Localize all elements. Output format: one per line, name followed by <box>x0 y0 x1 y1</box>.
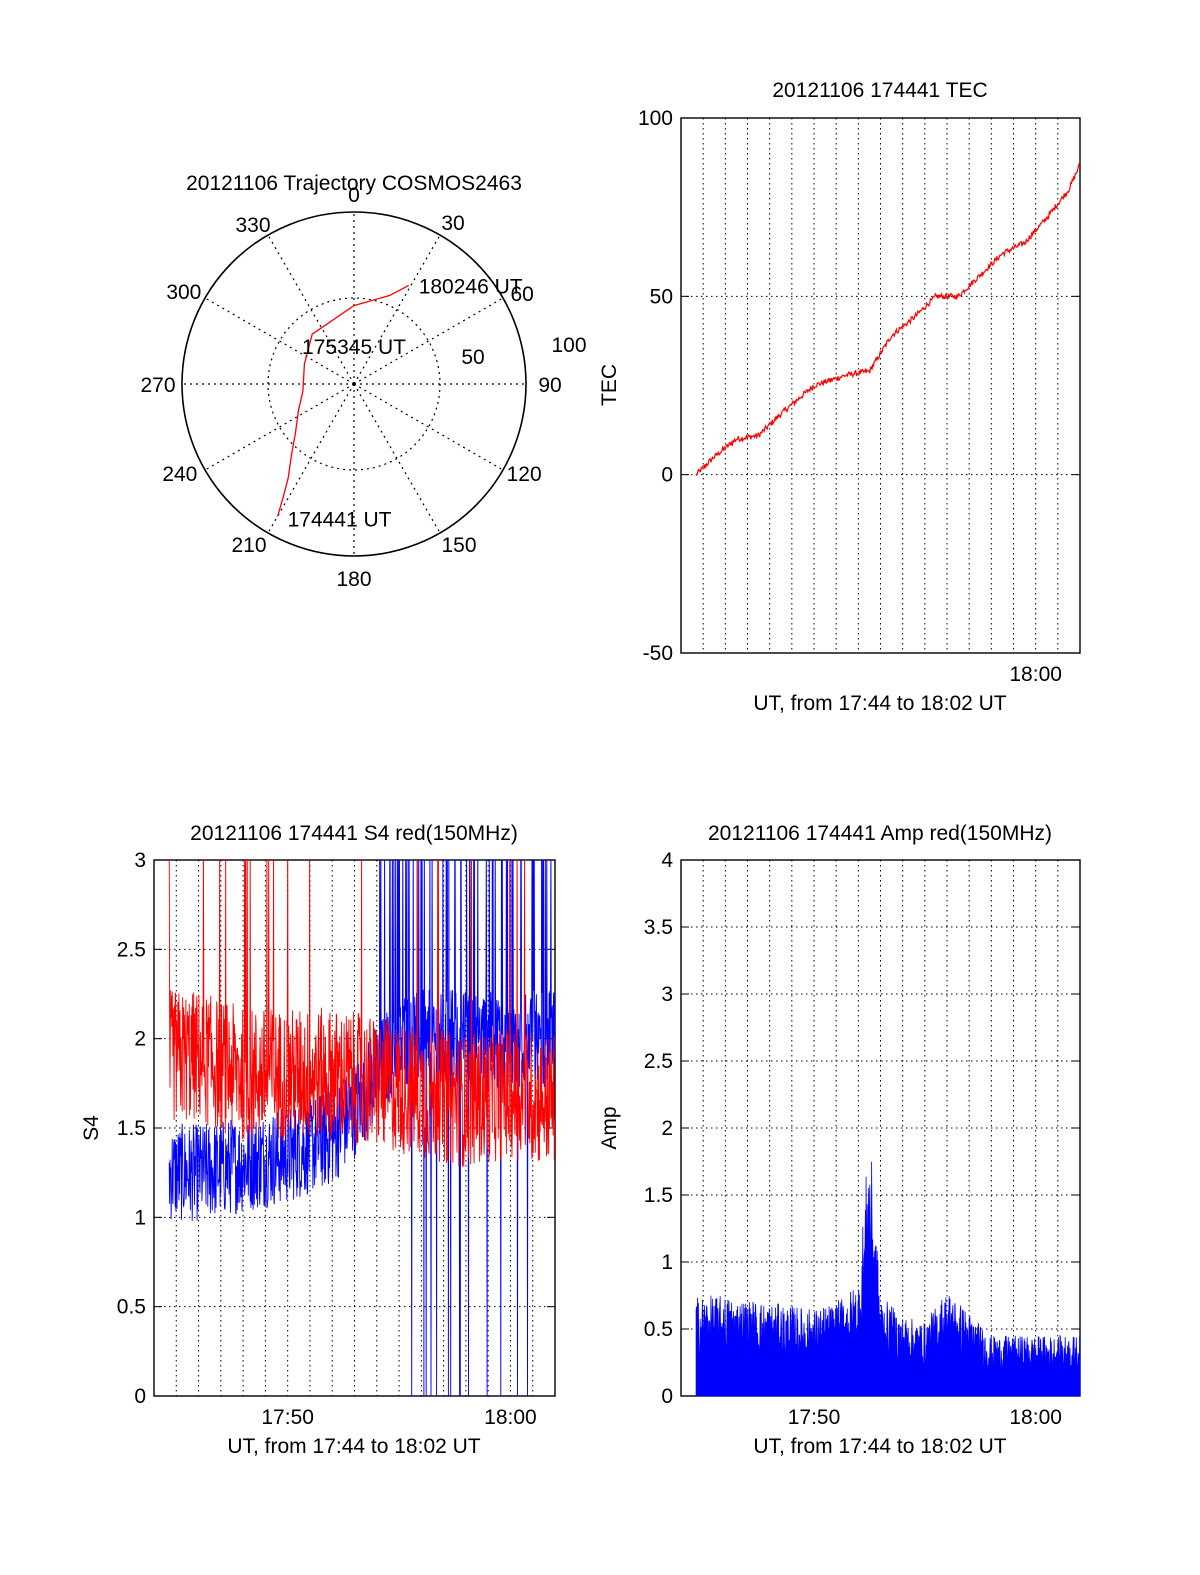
y-tick-label: 2.5 <box>644 1050 673 1073</box>
tec-axes: -50 0 50 100 18:00 <box>638 107 1081 686</box>
s4-xlabel: UT, from 17:44 to 18:02 UT <box>227 1435 480 1458</box>
angle-label: 210 <box>231 534 266 557</box>
tec-series-line <box>695 162 1081 477</box>
y-tick-label: 0 <box>661 464 673 487</box>
y-tick-label: 1 <box>134 1206 146 1229</box>
s4-series-group <box>168 860 555 1396</box>
radius-label: 50 <box>461 346 484 369</box>
trajectory-annotation: 180246 UT <box>419 275 523 298</box>
y-tick-label: 2.5 <box>117 938 146 961</box>
amp-series-area <box>695 1161 1081 1397</box>
tec-ylabel: TEC <box>598 364 621 406</box>
angle-label: 270 <box>140 374 175 397</box>
y-tick-label: 2 <box>661 1117 673 1140</box>
angle-label: 180 <box>336 568 371 591</box>
s4-axes: 0 0.5 1 1.5 2 2.5 3 17:50 18:00 <box>117 849 556 1429</box>
s4-plot <box>168 860 555 1396</box>
y-tick-label: 3.5 <box>644 916 673 939</box>
s4-title: 20121106 174441 S4 red(150MHz) <box>190 822 518 845</box>
y-tick-label: -50 <box>643 642 673 665</box>
plot-frame <box>153 859 556 1397</box>
trajectory-annotations: 180246 UT 175345 UT 174441 UT <box>288 275 523 531</box>
y-tick-label: 0.5 <box>117 1296 146 1319</box>
radial-gridline <box>267 234 355 385</box>
x-tick-label: 18:00 <box>484 1406 537 1429</box>
radius-label: 100 <box>551 334 586 357</box>
radial-gridline <box>353 297 504 385</box>
trajectory-annotation: 175345 UT <box>302 336 406 359</box>
y-tick-label: 2 <box>134 1028 146 1051</box>
tec-title: 20121106 174441 TEC <box>772 79 987 102</box>
radial-gridline <box>353 383 504 471</box>
radial-gridline <box>353 234 441 385</box>
tec-chart: 20121106 174441 TEC TEC UT, from 17:44 t… <box>598 79 1081 715</box>
x-tick-label: 17:50 <box>261 1406 314 1429</box>
y-tick-label: 1 <box>661 1251 673 1274</box>
y-tick-label: 3 <box>134 849 146 872</box>
y-tick-label: 4 <box>661 849 673 872</box>
radial-gridline <box>267 383 355 534</box>
y-tick-label: 1.5 <box>644 1184 673 1207</box>
s4-red-series <box>168 860 555 1167</box>
trajectory-angle-labels: 0 30 60 90 120 150 180 210 240 270 300 330 50 100 <box>140 184 586 591</box>
angle-label: 90 <box>538 374 561 397</box>
amp-plot <box>695 1161 1081 1397</box>
s4-ylabel: S4 <box>80 1115 103 1141</box>
trajectory-line <box>276 284 410 517</box>
amp-chart: 20121106 174441 Amp red(150MHz) Amp UT, … <box>598 822 1081 1458</box>
amp-ylabel: Amp <box>598 1106 621 1149</box>
amp-xlabel: UT, from 17:44 to 18:02 UT <box>753 1435 1006 1458</box>
angle-label: 330 <box>235 214 270 237</box>
amp-axes: 0 0.5 1 1.5 2 2.5 3 3.5 4 17:50 18:00 <box>644 849 1081 1429</box>
radial-gridline <box>204 297 355 385</box>
angle-label: 120 <box>507 463 542 486</box>
s4-blue-series <box>168 860 555 1396</box>
angle-label: 30 <box>441 212 464 235</box>
y-tick-label: 3 <box>661 983 673 1006</box>
angle-label: 300 <box>166 281 201 304</box>
s4-chart: 20121106 174441 S4 red(150MHz) S4 UT, fr… <box>80 822 556 1458</box>
angle-label: 240 <box>162 463 197 486</box>
trajectory-annotation: 174441 UT <box>288 508 392 531</box>
y-tick-label: 0.5 <box>644 1318 673 1341</box>
y-tick-label: 0 <box>661 1385 673 1408</box>
trajectory-track <box>276 284 410 517</box>
trajectory-chart: 20121106 Trajectory COSMOS2463 0 30 60 90 12… <box>140 172 586 591</box>
angle-label: 60 <box>510 283 533 306</box>
x-tick-label: 18:00 <box>1009 1406 1062 1429</box>
radial-gridline <box>204 383 355 471</box>
y-tick-label: 100 <box>638 107 673 130</box>
radial-gridline <box>353 383 441 534</box>
x-tick-label: 17:50 <box>788 1406 841 1429</box>
tec-xlabel: UT, from 17:44 to 18:02 UT <box>753 692 1006 715</box>
angle-label: 0 <box>348 184 360 207</box>
angle-label: 150 <box>441 534 476 557</box>
trajectory-grid <box>181 211 527 557</box>
trajectory-title: 20121106 Trajectory COSMOS2463 <box>186 172 522 195</box>
outer-circle <box>181 211 527 557</box>
y-tick-label: 50 <box>650 285 673 308</box>
y-tick-label: 1.5 <box>117 1117 146 1140</box>
x-tick-label: 18:00 <box>1009 663 1062 686</box>
y-tick-label: 0 <box>134 1385 146 1408</box>
tec-plot <box>695 162 1081 477</box>
amp-title: 20121106 174441 Amp red(150MHz) <box>708 822 1052 845</box>
plot-frame <box>680 117 1081 654</box>
